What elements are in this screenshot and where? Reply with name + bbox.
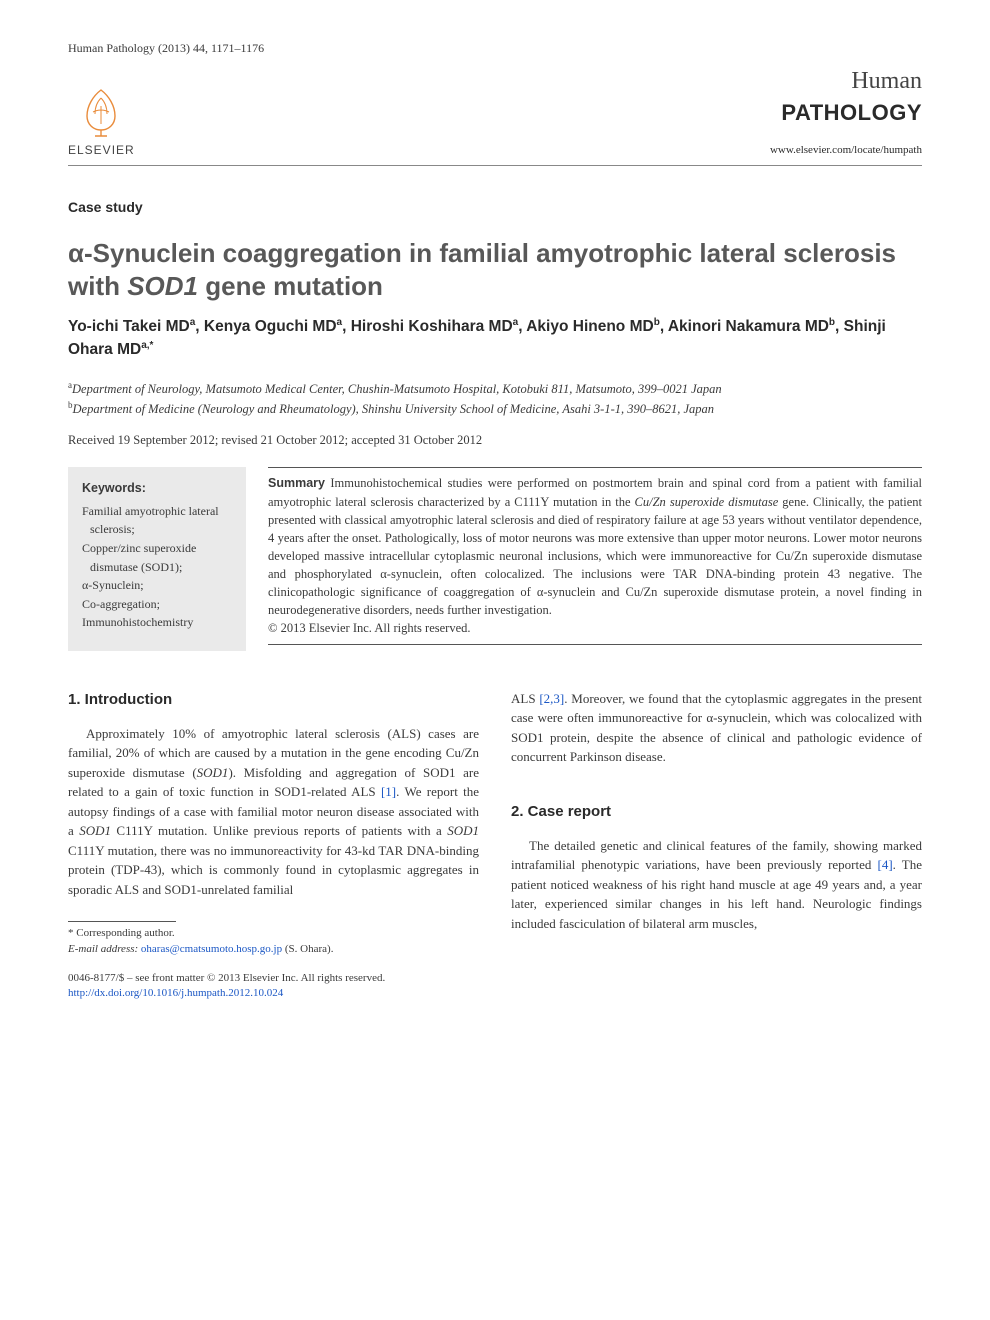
summary-copyright: © 2013 Elsevier Inc. All rights reserved… (268, 619, 922, 637)
journal-brand: Human PATHOLOGY www.elsevier.com/locate/… (770, 65, 922, 159)
email-link[interactable]: oharas@cmatsumoto.hosp.go.jp (141, 943, 282, 955)
title-italic: SOD1 (127, 271, 198, 301)
t-ital: SOD1 (197, 765, 229, 780)
email-tail: (S. Ohara). (282, 943, 333, 955)
summary-rule-bottom (268, 644, 922, 645)
summary-part-2: gene. Clinically, the patient presented … (268, 495, 922, 618)
t-ital: SOD1 (447, 823, 479, 838)
keyword-item: Co-aggregation; (82, 595, 232, 614)
elsevier-tree-icon (73, 84, 129, 140)
journal-brand-line1: Human (770, 65, 922, 99)
summary-rule (268, 467, 922, 468)
spacer (511, 767, 922, 801)
header-top: Human Pathology (2013) 44, 1171–1176 (68, 40, 922, 57)
keyword-item: Copper/zinc superoxide dismutase (SOD1); (82, 539, 232, 576)
cite-link[interactable]: [1] (381, 784, 396, 799)
t: ALS (511, 691, 539, 706)
affiliation-b-text: Department of Medicine (Neurology and Rh… (73, 402, 715, 416)
t: . Moreover, we found that the cytoplasmi… (511, 691, 922, 765)
left-column: 1. Introduction Approximately 10% of amy… (68, 689, 479, 1002)
publisher-block: ELSEVIER (68, 84, 135, 159)
doi-link[interactable]: http://dx.doi.org/10.1016/j.humpath.2012… (68, 986, 479, 1001)
t: C111Y mutation. Unlike previous reports … (111, 823, 447, 838)
journal-citation: Human Pathology (2013) 44, 1171–1176 (68, 40, 264, 57)
footnote-email: E-mail address: oharas@cmatsumoto.hosp.g… (68, 942, 479, 957)
article-dates: Received 19 September 2012; revised 21 O… (68, 432, 922, 450)
summary-lead: Summary (268, 476, 325, 490)
affiliation-a-text: Department of Neurology, Matsumoto Medic… (72, 383, 722, 397)
cite-link[interactable]: [4] (877, 857, 892, 872)
affiliation-a: aDepartment of Neurology, Matsumoto Medi… (68, 379, 922, 398)
intro-para-1: Approximately 10% of amyotrophic lateral… (68, 724, 479, 900)
affiliations: aDepartment of Neurology, Matsumoto Medi… (68, 379, 922, 418)
footnote-corresponding: * Corresponding author. (68, 926, 479, 941)
case-para-1: The detailed genetic and clinical featur… (511, 836, 922, 934)
section-heading-intro: 1. Introduction (68, 689, 479, 710)
abstract-block: Keywords: Familial amyotrophic lateral s… (68, 467, 922, 650)
keywords-heading: Keywords: (82, 479, 232, 498)
header-row: ELSEVIER Human PATHOLOGY www.elsevier.co… (68, 65, 922, 166)
t: C111Y mutation, there was no immunoreact… (68, 843, 479, 897)
publisher-name: ELSEVIER (68, 142, 135, 159)
title-post: gene mutation (198, 271, 383, 301)
bottom-meta: 0046-8177/$ – see front matter © 2013 El… (68, 971, 479, 1002)
keyword-item: Familial amyotrophic lateral sclerosis; (82, 502, 232, 539)
right-column: ALS [2,3]. Moreover, we found that the c… (511, 689, 922, 1002)
authors-line: Yo-ichi Takei MDa, Kenya Oguchi MDa, Hir… (68, 316, 922, 361)
summary-column: Summary Immunohistochemical studies were… (268, 467, 922, 650)
article-title: α-Synuclein coaggregation in familial am… (68, 237, 922, 302)
cite-link[interactable]: [2,3] (539, 691, 564, 706)
section-label: Case study (68, 198, 922, 218)
body-columns: 1. Introduction Approximately 10% of amy… (68, 689, 922, 1002)
affiliation-b: bDepartment of Medicine (Neurology and R… (68, 399, 922, 418)
summary-text: Summary Immunohistochemical studies were… (268, 474, 922, 637)
front-matter-line: 0046-8177/$ – see front matter © 2013 El… (68, 971, 479, 986)
summary-part-ital: Cu/Zn superoxide dismutase (635, 495, 779, 509)
section-heading-case: 2. Case report (511, 801, 922, 822)
email-label: E-mail address: (68, 943, 138, 955)
keyword-item: Immunohistochemistry (82, 613, 232, 632)
t-ital: SOD1 (79, 823, 111, 838)
footnote-rule (68, 921, 176, 922)
journal-url[interactable]: www.elsevier.com/locate/humpath (770, 143, 922, 158)
keyword-item: α-Synuclein; (82, 576, 232, 595)
t: The detailed genetic and clinical featur… (511, 838, 922, 873)
journal-brand-line2: PATHOLOGY (770, 98, 922, 129)
keywords-box: Keywords: Familial amyotrophic lateral s… (68, 467, 246, 650)
intro-para-1-cont: ALS [2,3]. Moreover, we found that the c… (511, 689, 922, 767)
